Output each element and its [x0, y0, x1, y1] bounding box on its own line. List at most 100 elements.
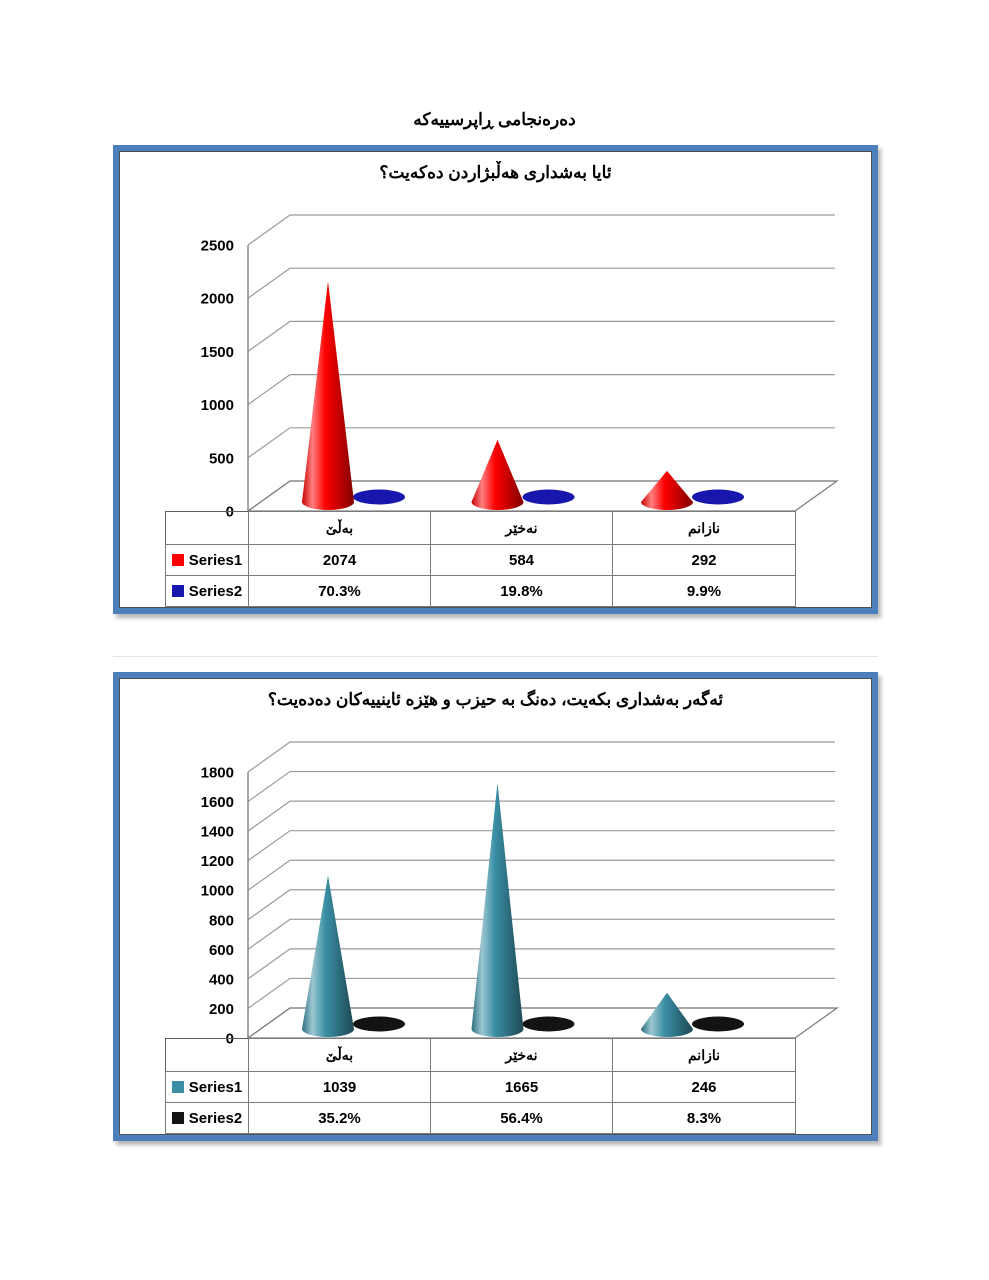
series1-cone-bar	[302, 281, 354, 510]
series2-name: Series2	[188, 582, 243, 600]
gridline	[247, 830, 835, 862]
chart-1: 0 500 1000 1500 2000 2500 ئایا بەشداری هەڵبژا…	[119, 151, 872, 608]
series2-ellipse-marker	[353, 489, 405, 505]
series1-cone-bar	[302, 875, 354, 1037]
chart-1-data-table: بەڵێ نەخێر نازانم Series1 2074 584 292 S…	[165, 511, 796, 607]
series2-name: Series2	[188, 1109, 243, 1127]
value-cell: 70.3%	[248, 575, 431, 607]
series1-row: Series1 2074 584 292	[165, 544, 796, 576]
category-cell: نەخێر	[430, 511, 613, 545]
y-tick-label: 1500	[201, 344, 234, 361]
y-tick-label: 500	[209, 450, 234, 467]
value-cell: 246	[612, 1071, 796, 1103]
floor-outline	[245, 480, 840, 512]
chart-frame-1: 0 500 1000 1500 2000 2500 ئایا بەشداری هەڵبژا…	[113, 145, 878, 614]
series1-swatch-icon	[171, 1080, 184, 1093]
series2-row: Series2 70.3% 19.8% 9.9%	[165, 575, 796, 607]
chart-2-data-table: بەڵێ نەخێر نازانم Series1 1039 1665 246 …	[165, 1038, 796, 1134]
value-cell: 56.4%	[430, 1102, 613, 1134]
table-corner-cell	[166, 1039, 249, 1072]
legend-cell: Series1	[165, 1071, 249, 1103]
chart-frame-2: 0 200 400 600 800 1000 1200 1400 1600 1800 ئەگەر …	[113, 672, 878, 1141]
value-cell: 8.3%	[612, 1102, 796, 1134]
series1-cone-bar	[471, 439, 524, 510]
y-tick-label: 400	[209, 971, 234, 988]
value-cell: 292	[612, 544, 796, 576]
chart-1-title: ئایا بەشداری هەڵبژاردن دەکەیت؟	[379, 163, 612, 182]
section-divider	[113, 656, 878, 657]
series2-ellipse-marker	[692, 489, 744, 505]
value-cell: 9.9%	[612, 575, 796, 607]
gridlines	[247, 741, 835, 1039]
gridline	[247, 977, 835, 1009]
series1-swatch-icon	[171, 553, 184, 566]
gridline	[247, 948, 835, 980]
gridline	[247, 859, 835, 891]
gridline	[247, 374, 835, 406]
y-tick-label: 1400	[201, 824, 234, 841]
series1-name: Series1	[188, 551, 243, 569]
y-tick-label: 1000	[201, 397, 234, 414]
category-cell: نەخێر	[430, 1038, 613, 1072]
series2-ellipse-marker	[692, 1016, 744, 1032]
gridline	[247, 918, 835, 950]
document-title: دەرەنجامی ڕاپرسییەکە	[413, 110, 576, 129]
series2-ellipse-marker	[522, 489, 575, 505]
value-cell: 19.8%	[430, 575, 613, 607]
y-tick-label: 1000	[201, 883, 234, 900]
series2-ellipse-marker	[522, 1016, 575, 1032]
table-corner-cell	[166, 512, 249, 545]
category-row: بەڵێ نەخێر نازانم	[166, 1038, 796, 1072]
chart-2: 0 200 400 600 800 1000 1200 1400 1600 1800 ئەگەر …	[119, 678, 872, 1135]
value-cell: 584	[430, 544, 613, 576]
gridline	[247, 214, 835, 246]
legend-cell: Series2	[165, 575, 249, 607]
category-cell: نازانم	[612, 511, 796, 545]
gridlines	[247, 214, 835, 512]
category-row: بەڵێ نەخێر نازانم	[166, 511, 796, 545]
gridline	[247, 800, 835, 832]
y-tick-label: 600	[209, 942, 234, 959]
value-cell: 35.2%	[248, 1102, 431, 1134]
data-marks	[302, 782, 744, 1037]
gridline	[247, 427, 835, 459]
category-cell: بەڵێ	[248, 511, 431, 545]
gridline	[247, 320, 835, 352]
series2-ellipse-marker	[353, 1016, 405, 1032]
chart-2-title: ئەگەر بەشداری بکەیت، دەنگ بە حیزب و هێزە…	[267, 690, 724, 709]
gridline	[247, 770, 835, 803]
series2-swatch-icon	[171, 584, 184, 597]
legend-cell: Series2	[165, 1102, 249, 1134]
series2-swatch-icon	[171, 1111, 184, 1124]
y-tick-label: 1600	[201, 794, 234, 811]
y-tick-label: 2000	[201, 291, 234, 308]
value-cell: 1665	[430, 1071, 613, 1103]
series1-cone-bar	[471, 782, 524, 1037]
series1-cone-bar	[641, 992, 693, 1037]
data-marks	[302, 281, 744, 510]
floor-outline	[245, 1007, 840, 1039]
gridline	[247, 480, 835, 512]
value-cell: 2074	[248, 544, 431, 576]
y-tick-label: 200	[209, 1001, 234, 1018]
y-tick-label: 800	[209, 912, 234, 929]
series1-name: Series1	[188, 1078, 243, 1096]
y-tick-label: 1800	[201, 765, 234, 782]
gridline	[247, 741, 835, 773]
value-cell: 1039	[248, 1071, 431, 1103]
y-tick-label: 2500	[201, 238, 234, 255]
series2-row: Series2 35.2% 56.4% 8.3%	[165, 1102, 796, 1134]
series1-cone-bar	[641, 470, 693, 510]
category-cell: نازانم	[612, 1038, 796, 1072]
gridline	[247, 889, 835, 921]
category-cell: بەڵێ	[248, 1038, 431, 1072]
gridline	[247, 1007, 835, 1039]
y-tick-label: 1200	[201, 853, 234, 870]
gridline	[247, 267, 835, 299]
series1-row: Series1 1039 1665 246	[165, 1071, 796, 1103]
legend-cell: Series1	[165, 544, 249, 576]
